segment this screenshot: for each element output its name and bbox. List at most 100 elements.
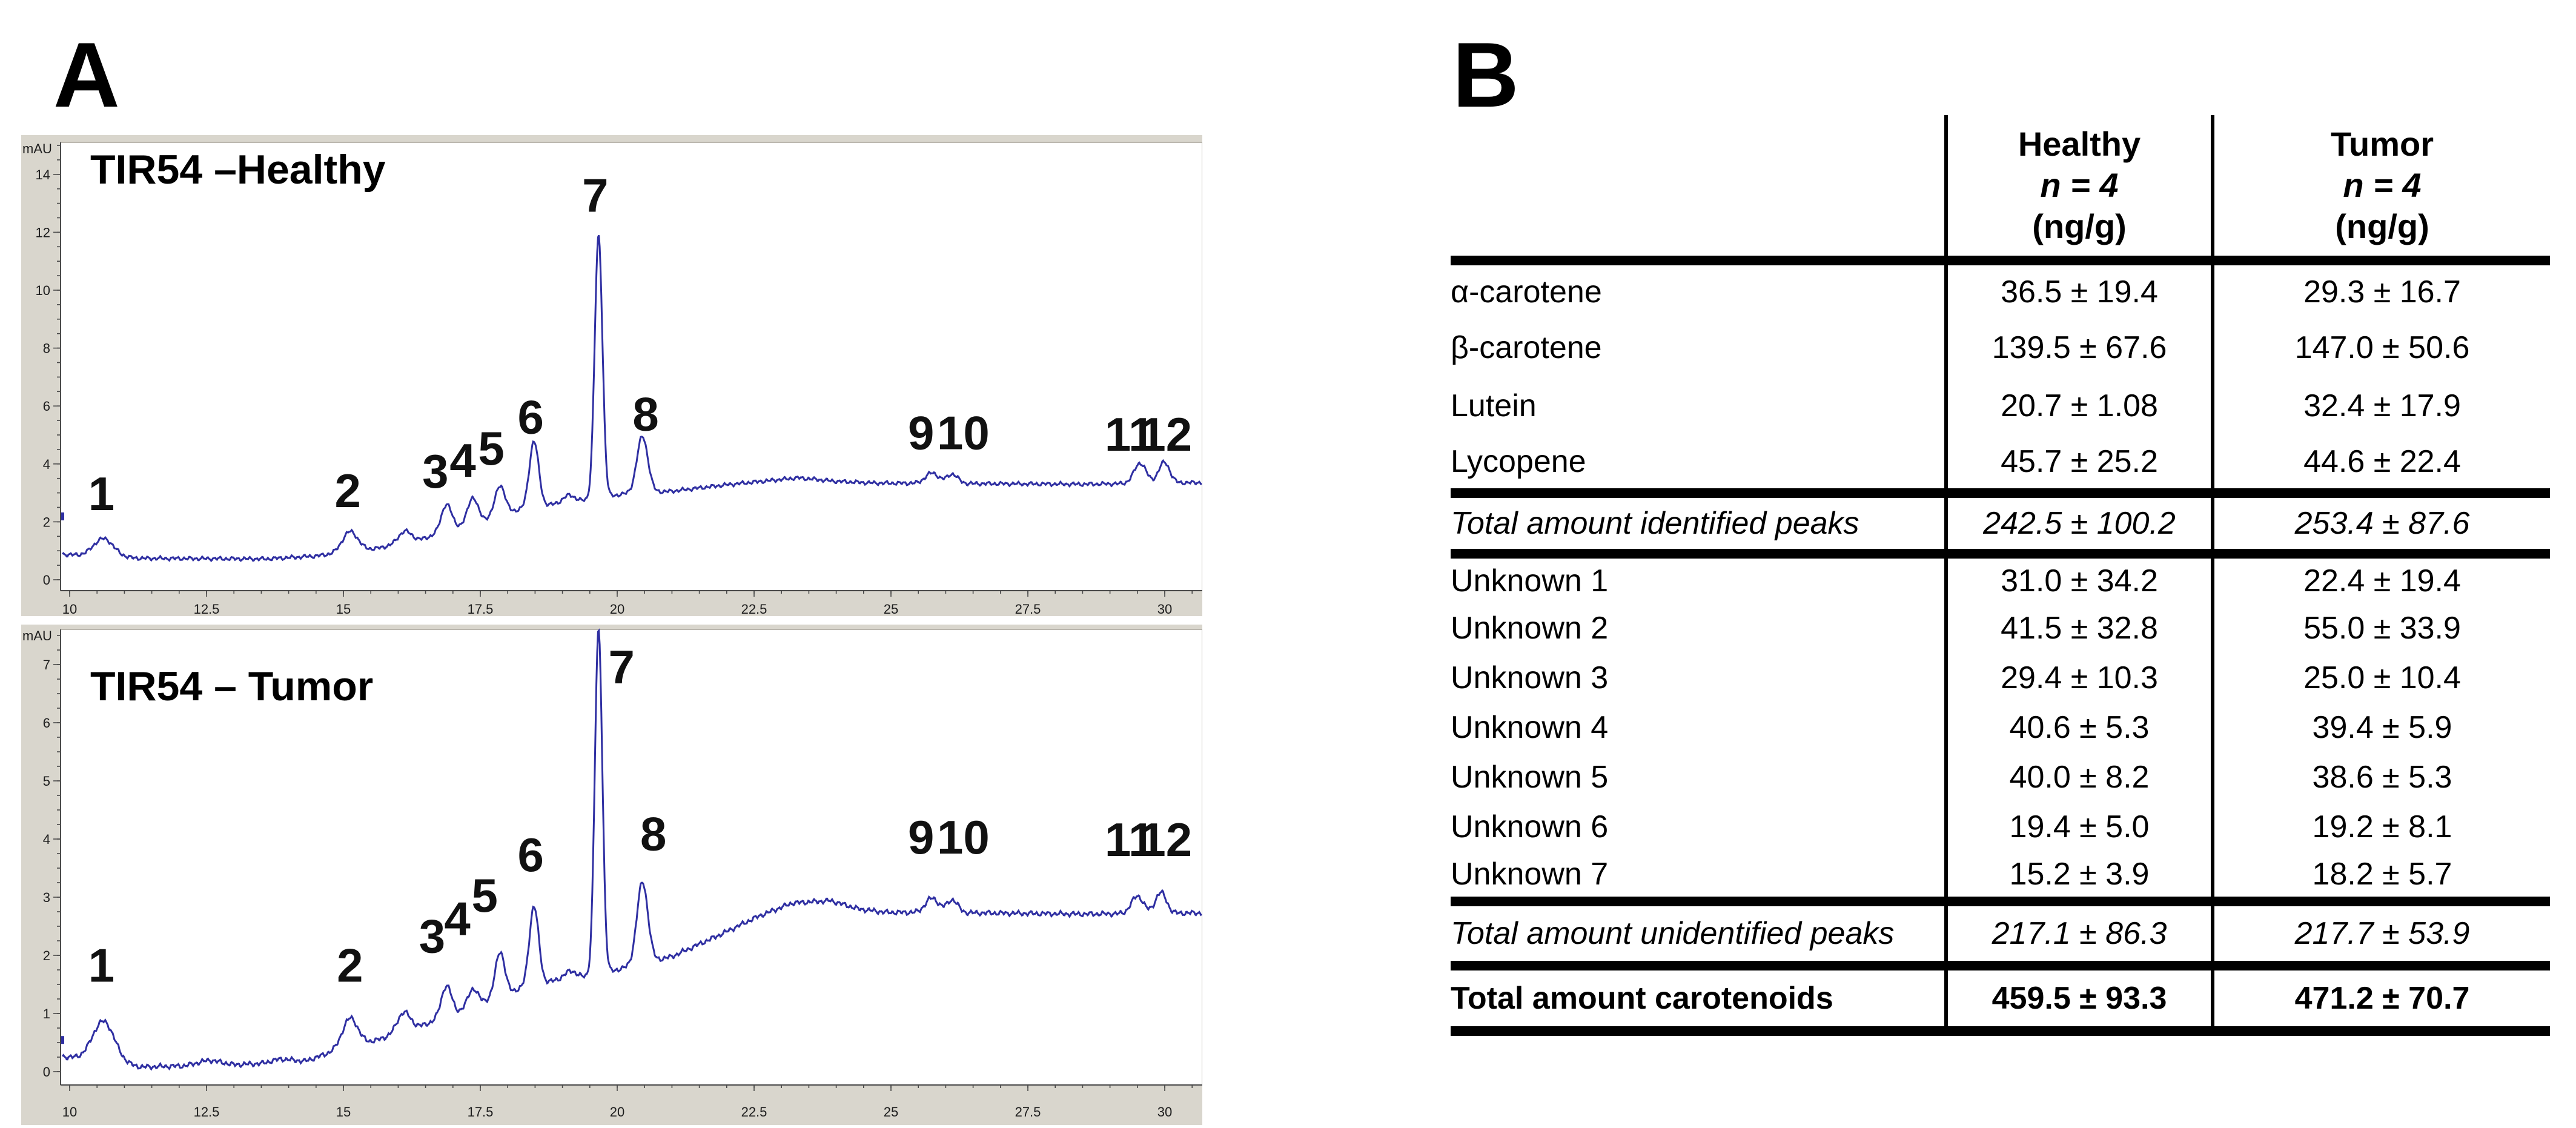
healthy-value-cell: 45.7 ± 25.2 [1944,435,2213,498]
svg-text:1: 1 [43,1006,50,1021]
healthy-value-cell: 41.5 ± 32.8 [1944,603,2213,653]
tumor-value-cell: 19.2 ± 8.1 [2211,802,2550,852]
y-axis-unit-label: mAU [22,141,52,156]
table-row: β-carotene 139.5 ± 67.6 147.0 ± 50.6 [1451,319,2550,377]
svg-text:0: 0 [43,1064,50,1080]
header-line: Healthy [2018,125,2141,163]
row-label-cell: Unknown 3 [1451,660,1609,695]
tumor-value-cell: 29.3 ± 16.7 [2211,260,2550,319]
healthy-value-cell: 217.1 ± 86.3 [1944,901,2213,970]
healthy-value-cell: 36.5 ± 19.4 [1944,260,2213,319]
svg-text:2: 2 [43,948,50,963]
svg-text:2: 2 [43,514,50,529]
peak-number-label: 4 [449,434,475,487]
row-label-cell: Unknown 5 [1451,760,1609,795]
peak-number-label: 9 [908,811,934,864]
svg-text:3: 3 [43,890,50,905]
peak-number-label: 10 [937,811,990,864]
row-label-cell: Lutein [1451,388,1537,423]
axes [60,629,1202,1086]
tick-marks [53,145,1193,597]
healthy-value-cell: 31.0 ± 34.2 [1944,554,2213,603]
tumor-value-cell: 147.0 ± 50.6 [2211,319,2550,377]
header-tumor-cell: Tumor n = 4 (ng/g) [2211,115,2550,265]
peak-number-label: 11 [1105,408,1154,461]
table-row: Unknown 3 29.4 ± 10.3 25.0 ± 10.4 [1451,653,2550,703]
peak-number-label: 5 [472,869,498,922]
svg-text:15: 15 [336,1104,351,1120]
peak-number-label: 8 [632,388,658,441]
panel-a-label: A [53,24,120,127]
svg-text:6: 6 [43,399,50,414]
svg-text:5: 5 [43,774,50,789]
svg-text:10: 10 [62,1104,77,1120]
plot-area [60,629,1203,1086]
svg-text:10: 10 [62,602,77,616]
svg-text:12.5: 12.5 [194,602,220,616]
svg-text:8: 8 [43,341,50,356]
svg-text:12: 12 [36,225,50,240]
plot-area [60,142,1203,591]
svg-text:22.5: 22.5 [741,602,767,616]
trace-edge-mark [61,512,64,520]
svg-text:27.5: 27.5 [1015,1104,1041,1120]
table-row: α-carotene 36.5 ± 19.4 29.3 ± 16.7 [1451,260,2550,319]
svg-text:17.5: 17.5 [468,1104,494,1120]
peak-number-label: 4 [444,892,470,945]
row-label-cell: Unknown 6 [1451,809,1609,844]
table-row: Unknown 5 40.0 ± 8.2 38.6 ± 5.3 [1451,752,2550,802]
chromatogram-trace [62,234,1202,563]
table-row: Unknown 6 19.4 ± 5.0 19.2 ± 8.1 [1451,802,2550,852]
peak-number-label: 6 [517,828,543,881]
healthy-value-cell: 40.0 ± 8.2 [1944,752,2213,802]
chromatogram-title: TIR54 –Healthy [90,147,386,193]
table-row: Total amount identified peaks 242.5 ± 100… [1451,493,2550,559]
table-row: Total amount carotenoids 459.5 ± 93.3 471.… [1451,966,2550,1036]
peak-number-label: 12 [1139,408,1192,461]
header-line: (ng/g) [2335,207,2429,245]
table-row: Unknown 7 15.2 ± 3.9 18.2 ± 5.7 [1451,852,2550,906]
table-row: Total amount unidentified peaks 217.1 ± 8… [1451,901,2550,970]
table-row: Unknown 1 31.0 ± 34.2 22.4 ± 19.4 [1451,554,2550,603]
tumor-value-cell: 32.4 ± 17.9 [2211,377,2550,435]
table-row: Lutein 20.7 ± 1.08 32.4 ± 17.9 [1451,377,2550,435]
tumor-value-cell: 25.0 ± 10.4 [2211,653,2550,703]
header-healthy-cell: Healthy n = 4 (ng/g) [1944,115,2213,265]
svg-text:7: 7 [43,657,50,672]
row-label-cell: α-carotene [1451,274,1602,310]
peak-number-label: 3 [422,445,448,498]
svg-text:4: 4 [43,457,50,472]
table-header-row: Healthy n = 4 (ng/g) Tumor n = 4 (ng/g) [1451,115,2550,265]
peak-number-label: 7 [609,640,635,694]
row-label-cell: Unknown 2 [1451,611,1609,646]
svg-text:22.5: 22.5 [741,1104,767,1120]
tumor-value-cell: 38.6 ± 5.3 [2211,752,2550,802]
axes [60,142,1202,591]
svg-text:30: 30 [1157,602,1172,616]
row-label-cell: Lycopene [1451,435,1946,498]
header-line: (ng/g) [2032,207,2127,245]
tumor-value-cell: 22.4 ± 19.4 [2211,554,2550,603]
tumor-value-cell: 18.2 ± 5.7 [2211,852,2550,906]
peak-number-label: 10 [937,406,990,460]
svg-text:20: 20 [610,602,624,616]
peak-number-label: 2 [335,464,361,517]
svg-text:14: 14 [36,167,50,182]
tumor-value-cell: 44.6 ± 22.4 [2211,435,2550,498]
tumor-value-cell: 217.7 ± 53.9 [2211,901,2550,970]
row-label-cell: β-carotene [1451,330,1602,365]
healthy-value-cell: 29.4 ± 10.3 [1944,653,2213,703]
chromatogram-title: TIR54 – Tumor [90,663,373,709]
peak-number-label: 8 [640,807,666,860]
row-label-cell: Unknown 4 [1451,710,1609,745]
svg-text:10: 10 [36,283,50,298]
healthy-value-cell: 459.5 ± 93.3 [1944,966,2213,1036]
trace-edge-mark [61,1036,64,1044]
carotenoid-table-panel: Healthy n = 4 (ng/g) Tumor n = 4 (ng/g) α-ca… [1451,115,2550,1036]
healthy-value-cell: 15.2 ± 3.9 [1944,852,2213,906]
